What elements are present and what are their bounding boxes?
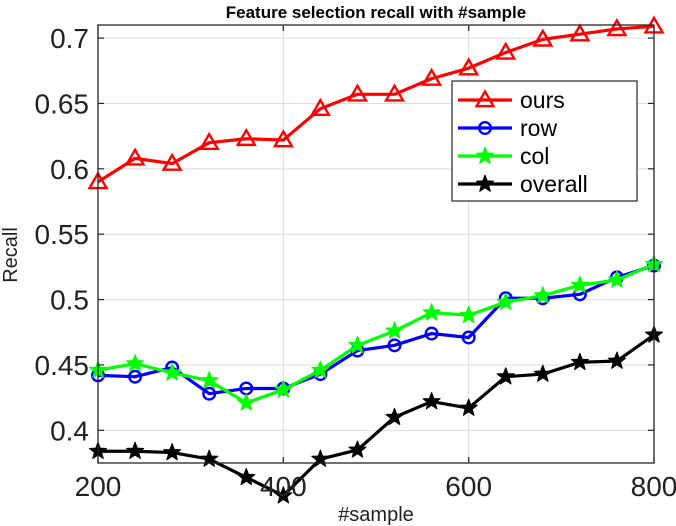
- data-point-col: [163, 363, 182, 381]
- data-point-col: [607, 270, 626, 288]
- data-point-col: [422, 303, 441, 321]
- data-point-ours: [161, 152, 183, 171]
- y-tick-label: 0.55: [35, 219, 90, 250]
- data-point-ours: [346, 83, 369, 102]
- legend-item-ours: ours: [458, 87, 565, 113]
- data-point-overall: [607, 351, 626, 369]
- series-line-row: [97, 264, 655, 396]
- series-line-col: [97, 262, 655, 405]
- y-tick-label: 0.45: [35, 350, 90, 381]
- data-point-ours: [458, 57, 480, 76]
- data-point-row: [387, 338, 402, 353]
- data-point-row: [128, 369, 143, 384]
- data-point-col: [385, 321, 404, 339]
- legend-label: ours: [520, 87, 565, 113]
- y-axis-label: Recall: [0, 227, 22, 283]
- data-point-overall: [237, 467, 256, 486]
- data-point-ours: [272, 129, 294, 148]
- y-tick-label: 0.4: [50, 415, 89, 446]
- y-tick-label: 0.6: [50, 154, 89, 185]
- legend-marker: [474, 89, 496, 108]
- data-point-overall: [459, 398, 478, 416]
- x-tick-label: 600: [445, 471, 492, 502]
- data-point-row: [202, 386, 217, 401]
- data-point-ours: [421, 67, 443, 86]
- data-point-ours: [495, 41, 517, 60]
- legend-label: overall: [520, 171, 588, 197]
- plot-frame: [97, 24, 655, 464]
- data-point-overall: [274, 486, 293, 504]
- data-point-ours: [309, 97, 331, 116]
- series-col: [88, 254, 664, 411]
- x-tick-label: 200: [75, 471, 122, 502]
- series-line-ours: [97, 24, 655, 184]
- data-point-overall: [348, 440, 367, 458]
- data-point-overall: [126, 441, 145, 460]
- y-tick-label: 0.7: [50, 23, 89, 54]
- data-point-ours: [198, 131, 220, 150]
- data-point-col: [496, 292, 515, 310]
- y-tick-label: 0.65: [35, 88, 90, 119]
- data-point-ours: [569, 23, 591, 42]
- data-point-ours: [235, 127, 257, 147]
- series-overall: [88, 325, 664, 504]
- series-line-overall: [98, 333, 655, 498]
- legend-item-overall: overall: [458, 171, 588, 197]
- data-point-col: [533, 286, 552, 304]
- data-point-overall: [570, 352, 589, 371]
- data-point-overall: [496, 367, 515, 385]
- data-point-overall: [385, 407, 404, 426]
- data-point-ours: [606, 18, 628, 37]
- data-point-col: [237, 393, 256, 411]
- x-tick-label: 400: [260, 471, 307, 502]
- data-point-ours: [383, 83, 406, 102]
- axis-ticks: 200 400 600 800 0.4 0.45 0.5 0.55 0.6 0.65 0.7: [35, 23, 676, 502]
- data-point-col: [126, 354, 145, 372]
- data-point-col: [570, 275, 589, 293]
- data-point-row: [424, 326, 439, 341]
- legend-label: col: [520, 143, 549, 169]
- data-point-overall: [422, 392, 441, 410]
- data-point-col: [459, 305, 478, 324]
- legend-item-col: col: [458, 143, 549, 169]
- data-point-ours: [124, 147, 146, 166]
- legend-label: row: [520, 115, 557, 141]
- legend-marker: [475, 146, 495, 164]
- x-tick-label: 800: [631, 471, 676, 502]
- data-point-overall: [533, 364, 552, 382]
- data-point-col: [200, 371, 219, 389]
- data-point-col: [274, 380, 293, 398]
- data-point-ours: [532, 28, 554, 47]
- x-axis-label: #sample: [338, 504, 414, 526]
- data-point-overall: [163, 443, 182, 461]
- data-point-row: [461, 330, 476, 345]
- data-point-col: [311, 360, 330, 378]
- legend-item-row: row: [458, 115, 557, 141]
- data-point-col: [348, 335, 367, 354]
- legend-marker: [475, 174, 495, 192]
- chart-title: Feature selection recall with #sample: [226, 3, 526, 22]
- y-tick-label: 0.5: [50, 285, 89, 316]
- legend-marker: [478, 120, 493, 135]
- data-point-overall: [200, 449, 219, 467]
